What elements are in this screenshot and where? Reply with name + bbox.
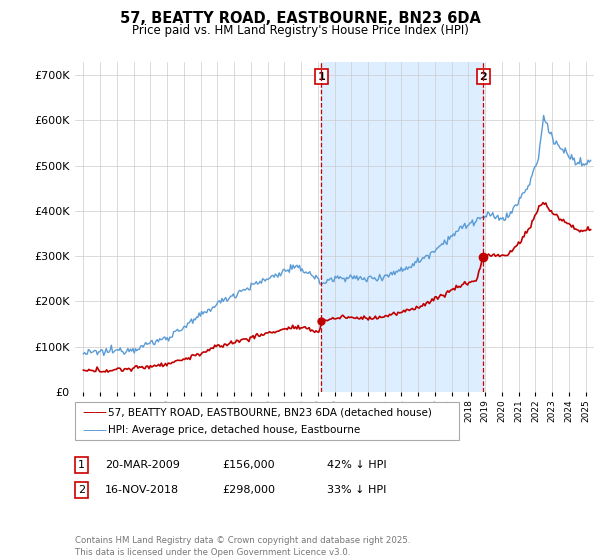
Text: HPI: Average price, detached house, Eastbourne: HPI: Average price, detached house, East… (108, 425, 360, 435)
Text: Price paid vs. HM Land Registry's House Price Index (HPI): Price paid vs. HM Land Registry's House … (131, 24, 469, 36)
Text: 20-MAR-2009: 20-MAR-2009 (105, 460, 180, 470)
Text: 33% ↓ HPI: 33% ↓ HPI (327, 485, 386, 495)
Text: ——: —— (82, 423, 107, 437)
Text: 16-NOV-2018: 16-NOV-2018 (105, 485, 179, 495)
Text: ——: —— (82, 405, 107, 419)
Text: 1: 1 (78, 460, 85, 470)
Text: 2: 2 (78, 485, 85, 495)
Text: £156,000: £156,000 (222, 460, 275, 470)
Text: 1: 1 (317, 72, 325, 82)
Text: 57, BEATTY ROAD, EASTBOURNE, BN23 6DA (detached house): 57, BEATTY ROAD, EASTBOURNE, BN23 6DA (d… (108, 407, 432, 417)
Text: 2: 2 (479, 72, 487, 82)
Text: 57, BEATTY ROAD, EASTBOURNE, BN23 6DA: 57, BEATTY ROAD, EASTBOURNE, BN23 6DA (119, 11, 481, 26)
Text: 42% ↓ HPI: 42% ↓ HPI (327, 460, 386, 470)
Bar (322, 62, 483, 392)
Text: £298,000: £298,000 (222, 485, 275, 495)
Text: Contains HM Land Registry data © Crown copyright and database right 2025.
This d: Contains HM Land Registry data © Crown c… (75, 536, 410, 557)
